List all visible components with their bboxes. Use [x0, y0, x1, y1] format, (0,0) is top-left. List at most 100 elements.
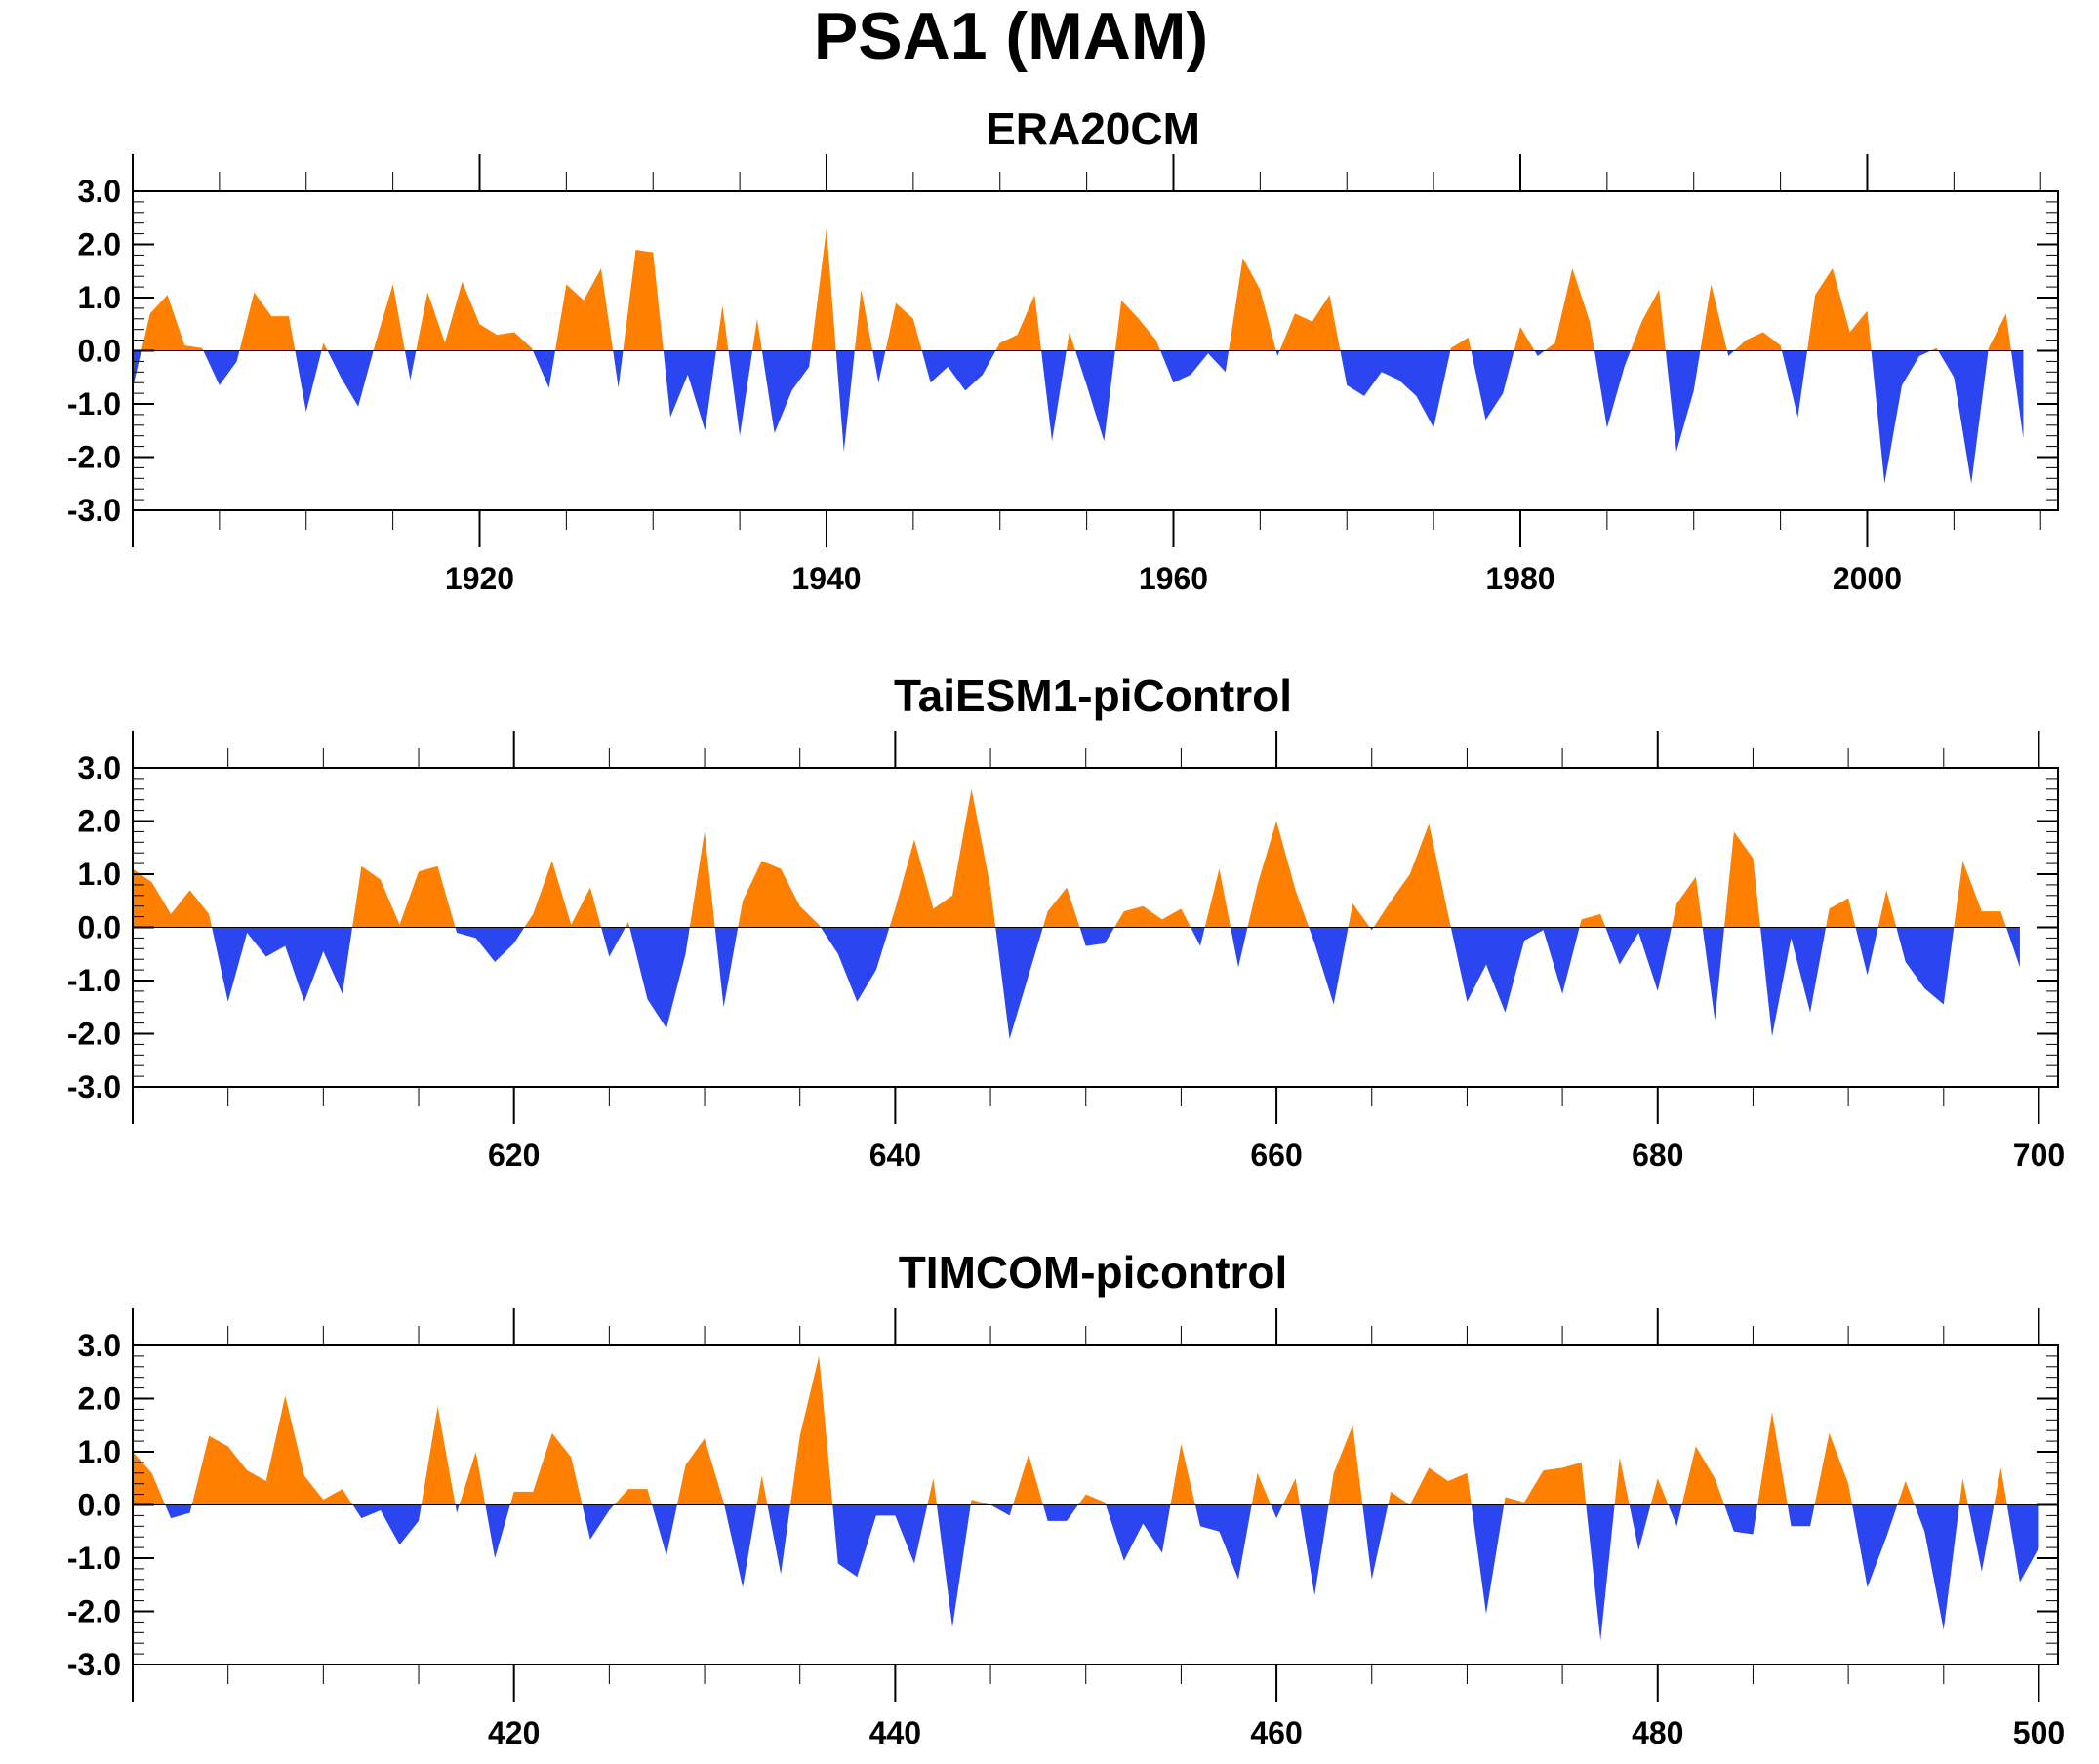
x-tick-label: 480: [1632, 1715, 1683, 1750]
negative-area-38: [1534, 350, 1545, 356]
y-tick-label: -2.0: [67, 1594, 121, 1629]
positive-area-25: [995, 295, 1042, 351]
y-tick-label: -2.0: [67, 440, 121, 475]
positive-area-15: [715, 305, 729, 351]
negative-area-25: [1106, 1504, 1171, 1561]
negative-area-2: [203, 350, 240, 385]
positive-area-0: [133, 1452, 166, 1505]
negative-area-26: [1041, 350, 1067, 442]
negative-area-8: [404, 350, 417, 381]
positive-area-20: [1247, 821, 1310, 928]
panel-timcom-picontrol: TIMCOM-picontrol -3.0 -2.0 -1.0 0.0 1.0 2.0 3.…: [67, 1247, 2065, 1750]
negative-area-10: [533, 350, 555, 388]
positive-area-8: [509, 1432, 583, 1505]
positive-area-50: [1958, 1478, 1968, 1505]
positive-area-14: [756, 1475, 768, 1505]
panel-title: ERA20CM: [986, 103, 1200, 154]
x-tick-label: 700: [2013, 1138, 2065, 1173]
positive-area-18: [1204, 868, 1231, 928]
positive-area-32: [1826, 898, 1856, 928]
negative-area-29: [1271, 1504, 1283, 1519]
negative-area-11: [652, 1504, 677, 1556]
y-tick-label: 1.0: [78, 1434, 121, 1469]
positive-area-16: [789, 1355, 833, 1505]
positive-area-27: [1066, 332, 1076, 351]
negative-area-28: [1075, 350, 1115, 442]
positive-area-30: [1724, 831, 1761, 928]
negative-area-41: [1668, 1504, 1682, 1527]
negative-area-46: [1781, 350, 1808, 418]
positive-area-41: [1630, 289, 1666, 351]
negative-area-15: [1079, 927, 1115, 946]
positive-area-10: [614, 1489, 653, 1505]
negative-area-17: [1191, 927, 1205, 946]
y-tick-label: 3.0: [78, 750, 121, 785]
negative-area-53: [2006, 1504, 2039, 1583]
negative-area-52: [2010, 350, 2024, 439]
y-tick-label: -2.0: [67, 1017, 121, 1052]
negative-area-45: [1787, 1504, 1815, 1527]
negative-area-5: [601, 927, 626, 957]
positive-area-10: [738, 861, 822, 928]
positive-area-40: [1650, 1478, 1669, 1505]
positive-area-17: [752, 318, 762, 351]
negative-area-27: [1605, 927, 1672, 991]
y-tick-label: 1.0: [78, 280, 121, 315]
x-tick-label: 420: [488, 1715, 540, 1750]
x-tick-label: 2000: [1833, 561, 1902, 596]
positive-area-14: [1042, 887, 1080, 928]
negative-area-34: [1340, 350, 1451, 428]
negative-area-33: [1855, 927, 1878, 976]
negative-area-27: [1194, 1504, 1252, 1580]
negative-area-13: [724, 1504, 757, 1587]
positive-area-4: [421, 1406, 456, 1505]
plot-area: -3.0 -2.0 -1.0 0.0 1.0 2.0 3.0 620 640 660 680 700: [67, 731, 2065, 1173]
negative-area-3: [352, 1504, 422, 1545]
negative-area-29: [1702, 927, 1725, 1021]
positive-area-52: [1994, 1467, 2007, 1505]
y-tick-label: 2.0: [78, 1382, 121, 1417]
negative-area-4: [295, 350, 322, 413]
negative-area-1: [165, 1504, 192, 1519]
y-tick-label: -1.0: [67, 1541, 121, 1576]
positive-area-6: [459, 1452, 486, 1505]
positive-area-33: [1279, 295, 1341, 351]
negative-area-50: [1938, 350, 1989, 484]
negative-area-21: [1309, 927, 1349, 1005]
negative-area-43: [1724, 1504, 1758, 1535]
negative-area-19: [1231, 927, 1248, 968]
positive-area-12: [889, 788, 996, 928]
positive-area-30: [1282, 1478, 1301, 1505]
y-tick-label: 3.0: [78, 174, 121, 209]
negative-area-37: [1586, 1504, 1615, 1641]
negative-area-0: [133, 350, 141, 388]
positive-area-11: [554, 268, 614, 351]
panel-era20cm: ERA20CM -3.0 -2.0 -1.0 0.0 1.0 2.0 3.0 1920 1940…: [67, 103, 2059, 596]
positive-area-36: [1954, 861, 2006, 928]
positive-area-26: [1579, 913, 1606, 928]
negative-area-5: [455, 1504, 460, 1513]
positive-area-22: [1348, 902, 1370, 928]
positive-area-19: [811, 228, 836, 351]
positive-area-8: [689, 831, 715, 928]
negative-area-9: [582, 1504, 615, 1540]
x-tick-label: 1980: [1485, 561, 1554, 596]
y-tick-label: 0.0: [78, 334, 121, 369]
negative-area-25: [1450, 927, 1580, 1013]
positive-area-9: [416, 281, 533, 351]
figure-title: PSA1 (MAM): [814, 0, 1208, 73]
negative-area-31: [1760, 927, 1827, 1037]
positive-area-47: [1807, 268, 1872, 351]
x-tick-label: 500: [2013, 1715, 2065, 1750]
y-tick-label: -1.0: [67, 386, 121, 421]
positive-area-49: [1930, 347, 1939, 351]
positive-area-51: [1988, 313, 2011, 351]
positive-area-44: [1757, 1412, 1788, 1505]
x-tick-label: 440: [869, 1715, 921, 1750]
negative-area-13: [995, 927, 1043, 1039]
negative-area-30: [1160, 350, 1230, 383]
negative-area-9: [714, 927, 739, 1008]
x-tick-label: 660: [1250, 1138, 1302, 1173]
negative-area-47: [1852, 1504, 1898, 1587]
negative-area-11: [821, 927, 890, 1002]
